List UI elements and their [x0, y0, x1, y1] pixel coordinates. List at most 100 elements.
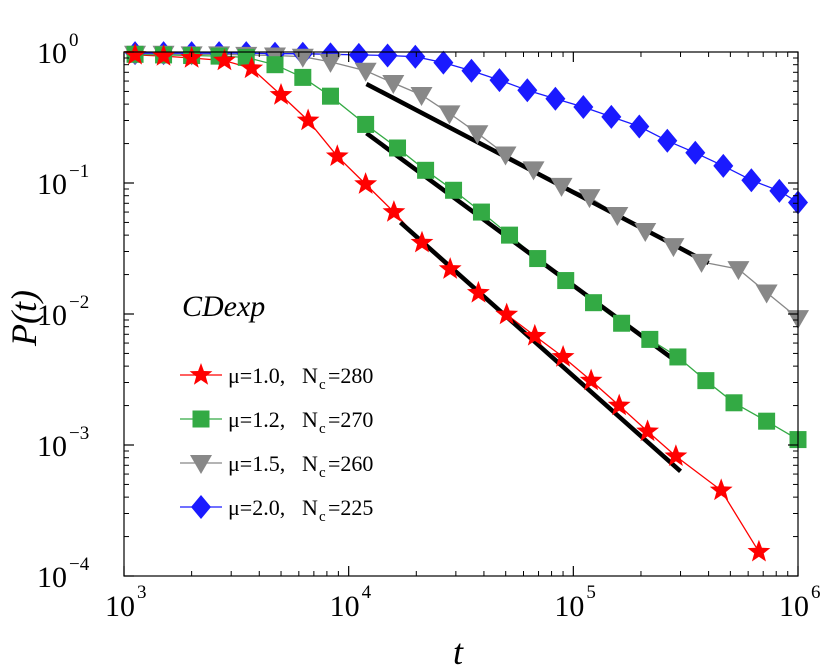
- data-point-s2-22: [755, 284, 778, 304]
- y-tick-label-0: 10 0: [37, 30, 79, 70]
- y-tick-base: 10: [37, 168, 67, 201]
- data-point-s0-13: [495, 302, 519, 325]
- data-point-s2-10: [410, 86, 433, 106]
- data-point-s3-20: [685, 140, 706, 165]
- data-point-s3-14: [517, 78, 538, 103]
- y-tick-base: 10: [37, 299, 67, 332]
- data-point-s2-16: [578, 189, 601, 209]
- x-tick-label-1: 10 4: [330, 582, 372, 623]
- legend-nc-sub: c: [319, 509, 326, 525]
- data-point-s0-3: [213, 48, 236, 71]
- data-point-s2-6: [291, 48, 314, 68]
- data-point-s0-7: [325, 144, 349, 166]
- y-tick-label-2: 10 −2: [37, 292, 89, 332]
- data-point-s2-8: [354, 62, 377, 82]
- data-point-s1-21: [725, 394, 743, 412]
- legend-title: CDexp: [182, 290, 265, 323]
- y-tick-exponent: −1: [69, 161, 89, 182]
- x-axis-label: t: [453, 632, 464, 671]
- data-point-s2-15: [550, 177, 573, 197]
- data-point-s0-5: [269, 83, 293, 105]
- data-point-s1-9: [389, 139, 407, 157]
- x-tick-exponent: 5: [586, 582, 596, 603]
- y-tick-exponent: −3: [69, 423, 89, 444]
- data-point-s3-19: [657, 128, 678, 153]
- data-point-s0-14: [523, 323, 547, 346]
- data-point-s0-21: [747, 539, 771, 562]
- legend-nc-sub: c: [319, 421, 326, 437]
- x-tick-base: 10: [554, 590, 584, 623]
- legend-marker: [191, 495, 211, 519]
- legend-nc: N: [302, 363, 318, 388]
- data-point-s0-1: [152, 44, 175, 66]
- data-point-s3-15: [545, 86, 566, 111]
- data-point-s2-20: [690, 253, 713, 273]
- data-point-s0-17: [607, 393, 631, 416]
- x-tick-exponent: 6: [811, 582, 821, 603]
- legend-nc: N: [302, 407, 318, 432]
- data-point-s1-5: [266, 56, 284, 74]
- x-tick-exponent: 4: [362, 582, 372, 603]
- data-point-s2-17: [606, 206, 629, 226]
- y-tick-exponent: 0: [69, 30, 79, 51]
- data-point-s0-20: [709, 478, 733, 501]
- data-point-s3-16: [573, 95, 594, 120]
- data-point-s1-17: [613, 314, 631, 332]
- fit-line-2: [365, 81, 710, 266]
- x-tick-label-3: 10 6: [779, 582, 821, 623]
- legend-nc: N: [302, 495, 318, 520]
- legend-nc-sub: c: [319, 377, 326, 393]
- data-point-s3-8: [348, 42, 369, 67]
- data-point-s3-10: [405, 44, 426, 69]
- data-point-s0-16: [579, 368, 603, 391]
- data-point-s2-13: [494, 146, 517, 166]
- legend-mu: μ=1.5,: [228, 451, 285, 476]
- data-point-s0-4: [240, 56, 264, 79]
- y-tick-label-3: 10 −3: [37, 423, 89, 463]
- data-point-s1-14: [529, 250, 547, 268]
- y-tick-label-4: 10 −4: [37, 554, 90, 594]
- data-point-s0-11: [438, 257, 462, 279]
- data-point-s0-8: [354, 172, 378, 194]
- x-tick-base: 10: [330, 590, 360, 623]
- data-point-s1-13: [501, 226, 519, 244]
- fit-line-0: [398, 220, 683, 473]
- data-point-s3-9: [377, 43, 398, 68]
- plot-layer: [123, 41, 809, 562]
- legend-mu: μ=1.2,: [228, 407, 285, 432]
- data-point-s0-18: [636, 419, 659, 442]
- data-point-s2-18: [634, 223, 657, 243]
- legend-mu: μ=1.0,: [228, 363, 285, 388]
- data-point-s2-11: [438, 105, 461, 125]
- data-point-s0-10: [410, 230, 434, 253]
- data-point-s2-9: [382, 74, 405, 94]
- data-point-s1-12: [472, 203, 490, 221]
- legend-mu: μ=2.0,: [228, 495, 285, 520]
- data-point-s1-11: [445, 181, 463, 199]
- data-point-s3-22: [741, 168, 762, 193]
- y-axis-label: P(t): [4, 290, 44, 347]
- x-tick-exponent: 3: [137, 582, 147, 603]
- legend-nc-sub: c: [319, 465, 326, 481]
- data-point-s0-15: [551, 345, 575, 367]
- x-tick-base: 10: [779, 590, 809, 623]
- data-point-s3-23: [769, 178, 790, 203]
- data-point-s3-12: [461, 58, 482, 83]
- data-point-s1-22: [758, 412, 776, 430]
- data-point-s0-12: [467, 280, 490, 303]
- data-point-s1-16: [585, 294, 603, 312]
- data-point-s0-9: [382, 200, 406, 222]
- x-tick-base: 10: [105, 590, 135, 623]
- y-tick-exponent: −4: [69, 554, 90, 575]
- data-point-s1-6: [294, 68, 312, 86]
- legend-nc-value: =225: [328, 495, 373, 520]
- data-point-s3-11: [433, 50, 454, 75]
- y-tick-base: 10: [37, 430, 67, 463]
- data-point-s3-21: [713, 153, 734, 178]
- y-tick-label-1: 10 −1: [37, 161, 89, 201]
- data-point-s1-20: [697, 372, 715, 390]
